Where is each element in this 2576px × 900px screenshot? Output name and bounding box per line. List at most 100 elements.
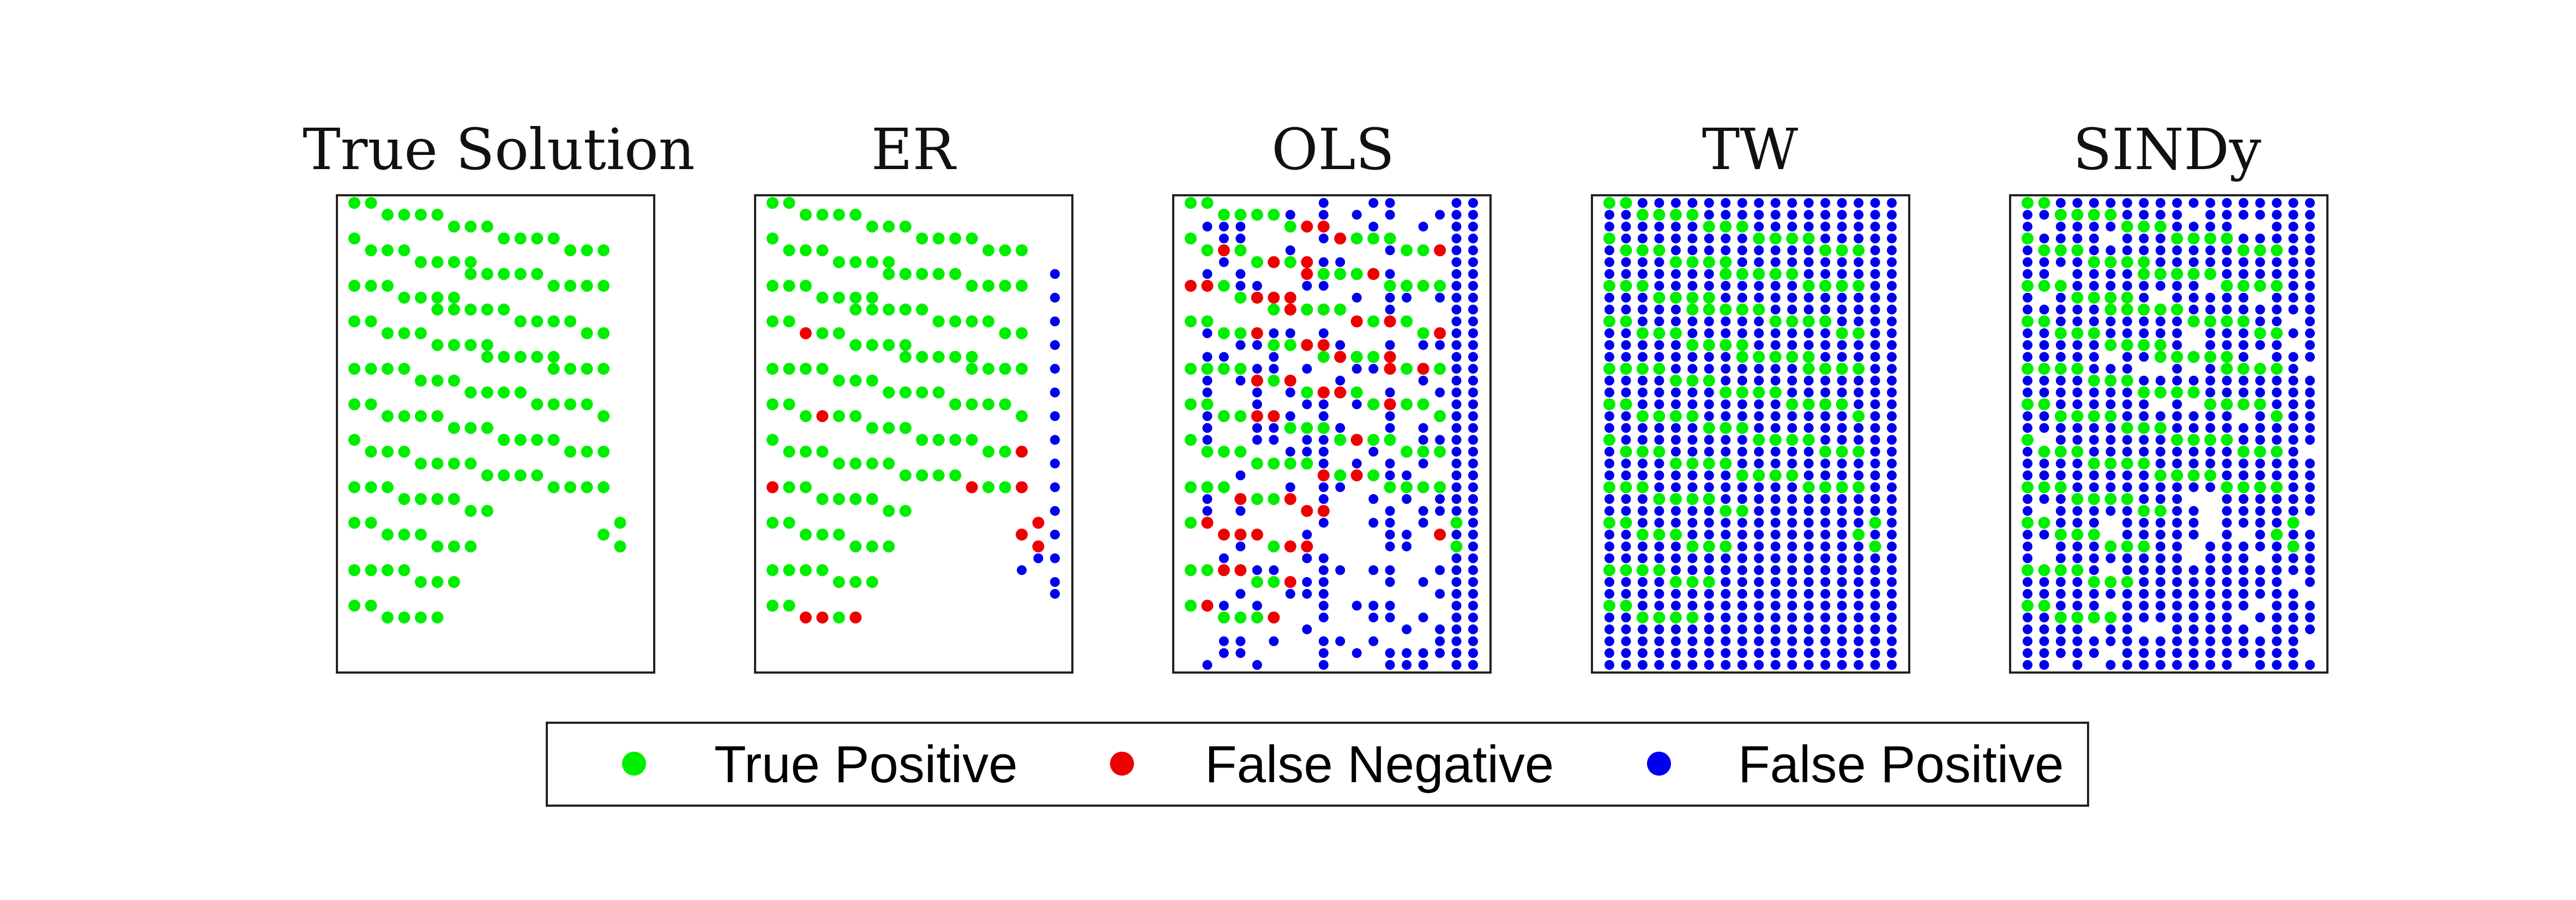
false-positive-point <box>2305 375 2315 386</box>
true-positive-point <box>2271 446 2283 458</box>
true-positive-point <box>348 232 360 245</box>
false-positive-point <box>1050 340 1060 350</box>
false-positive-point <box>2072 340 2083 350</box>
false-positive-point <box>2288 458 2299 469</box>
false-positive-point <box>1770 530 1781 540</box>
false-negative-point <box>1268 611 1280 624</box>
false-positive-point <box>1854 423 1864 433</box>
false-positive-point <box>1637 624 1648 634</box>
true-positive-point <box>1401 446 1413 458</box>
false-positive-point <box>2106 364 2116 374</box>
false-positive-point <box>2089 565 2099 575</box>
true-positive-point <box>348 434 360 446</box>
false-positive-point <box>1621 577 1631 587</box>
false-positive-point <box>1687 245 1698 255</box>
true-positive-point <box>431 374 444 387</box>
false-positive-point <box>2272 316 2282 327</box>
true-positive-point <box>2088 208 2100 221</box>
false-positive-point <box>2288 233 2299 244</box>
false-positive-point <box>1050 387 1060 398</box>
false-positive-point <box>2155 589 2165 599</box>
false-positive-point <box>2055 257 2066 267</box>
false-positive-point <box>2172 399 2182 410</box>
false-positive-point <box>1604 423 1614 433</box>
false-positive-point <box>2172 245 2182 255</box>
false-positive-point <box>2155 447 2165 457</box>
false-positive-point <box>2239 375 2249 386</box>
false-positive-point <box>1637 470 1648 481</box>
true-positive-point <box>767 434 779 446</box>
true-positive-point <box>2104 410 2117 422</box>
false-positive-point <box>1654 660 1664 670</box>
true-positive-point <box>2104 540 2117 553</box>
false-positive-point <box>1468 281 1478 291</box>
false-positive-point <box>2122 435 2132 445</box>
false-positive-point <box>2039 352 2049 362</box>
true-positive-point <box>598 481 610 494</box>
true-positive-point <box>1686 256 1699 268</box>
true-positive-point <box>398 446 411 458</box>
false-positive-point <box>2055 648 2066 658</box>
false-positive-point <box>1670 518 1681 528</box>
false-positive-point <box>2089 482 2099 493</box>
false-positive-point <box>1721 281 1731 291</box>
true-positive-point <box>348 599 360 612</box>
false-positive-point <box>1637 636 1648 646</box>
false-positive-point <box>2205 411 2216 421</box>
false-positive-point <box>2188 648 2199 658</box>
false-positive-point <box>2288 636 2299 646</box>
false-positive-point <box>1704 482 1714 493</box>
false-positive-point <box>1770 411 1781 421</box>
false-positive-point <box>2039 458 2049 469</box>
true-positive-point <box>464 540 477 553</box>
false-positive-point <box>2172 423 2182 433</box>
true-positive-point <box>564 244 577 256</box>
legend: True Positive False Negative False Posit… <box>546 722 2089 807</box>
true-positive-point <box>1268 208 1280 221</box>
true-positive-point <box>2088 576 2100 588</box>
true-positive-point <box>1686 339 1699 351</box>
false-positive-point <box>2288 198 2299 208</box>
false-positive-point <box>1269 636 1279 646</box>
false-positive-point <box>1820 577 1831 587</box>
true-positive-point <box>1703 540 1715 553</box>
false-positive-point <box>1637 198 1648 208</box>
false-negative-point <box>1284 493 1296 505</box>
false-positive-point <box>2255 257 2265 267</box>
true-positive-point <box>481 386 493 399</box>
false-positive-point <box>2055 518 2066 528</box>
false-positive-point <box>2305 411 2315 421</box>
false-positive-point <box>2072 269 2083 279</box>
false-positive-point <box>1385 506 1395 516</box>
false-positive-point <box>1854 541 1864 551</box>
false-positive-point <box>1837 565 1847 575</box>
false-positive-point <box>1854 458 1864 469</box>
false-positive-point <box>2089 589 2099 599</box>
true-positive-point <box>1251 256 1263 268</box>
true-positive-point <box>531 469 544 482</box>
false-positive-point <box>1704 470 1714 481</box>
true-positive-point <box>348 481 360 494</box>
false-positive-point <box>2288 553 2299 563</box>
false-positive-point <box>1385 292 1395 303</box>
true-positive-point <box>2104 291 2117 304</box>
false-positive-point <box>2172 328 2182 338</box>
false-positive-point <box>1820 589 1831 599</box>
false-positive-point <box>1451 340 1462 350</box>
false-positive-point <box>1770 245 1781 255</box>
false-positive-point <box>2139 565 2149 575</box>
true-positive-point <box>849 291 862 304</box>
false-positive-point <box>2205 613 2216 623</box>
false-positive-point <box>2205 589 2216 599</box>
true-positive-point <box>564 363 577 375</box>
true-positive-point <box>1367 351 1380 363</box>
true-positive-point <box>1251 493 1263 505</box>
true-positive-point <box>816 291 829 304</box>
false-positive-point <box>2205 624 2216 634</box>
false-positive-point <box>1335 565 1346 575</box>
true-positive-point <box>1217 363 1230 375</box>
panel-true-solution: True Solution <box>303 116 695 674</box>
false-positive-point <box>1385 340 1395 350</box>
true-positive-point <box>381 529 394 541</box>
false-positive-point <box>2055 221 2066 232</box>
